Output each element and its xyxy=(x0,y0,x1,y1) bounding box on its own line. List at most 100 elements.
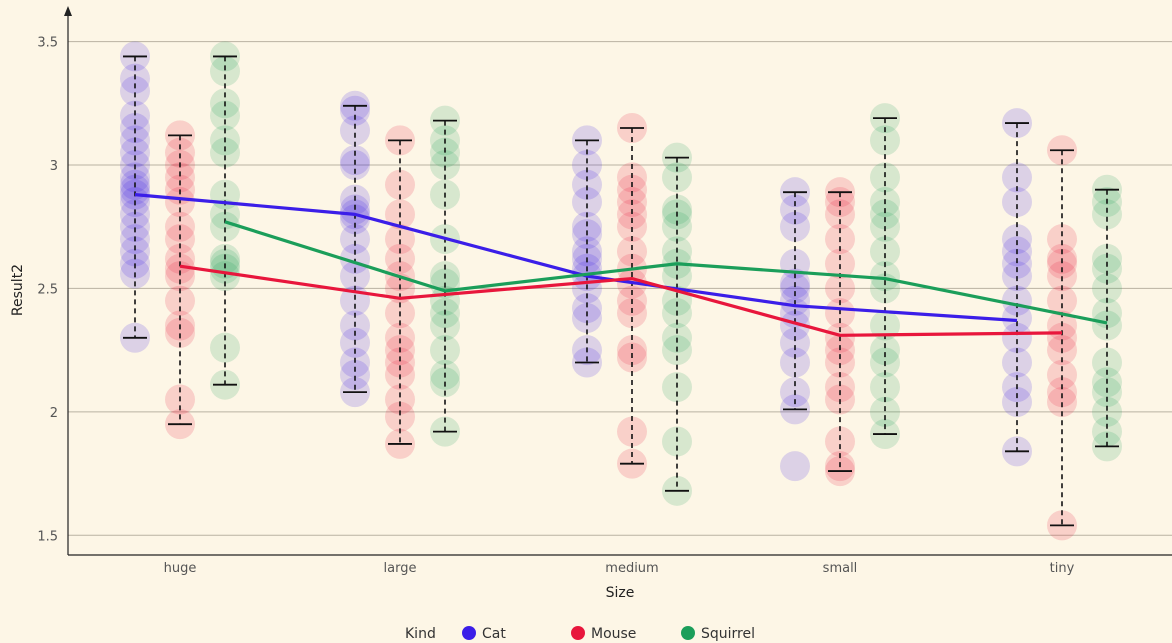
data-point-cat xyxy=(780,194,810,225)
data-point-cat xyxy=(572,293,602,324)
data-point-mouse xyxy=(617,335,647,366)
data-point-cat xyxy=(1002,322,1032,353)
x-tick-label: tiny xyxy=(1050,561,1075,576)
data-point-mouse xyxy=(617,298,647,329)
legend-marker-mouse xyxy=(571,626,585,640)
data-point-squirrel xyxy=(1092,243,1122,274)
data-point-mouse xyxy=(825,347,855,378)
data-point-squirrel xyxy=(1092,396,1122,427)
data-point-squirrel xyxy=(430,137,460,168)
mean-lines xyxy=(134,193,1108,337)
mean-line-squirrel xyxy=(224,220,1108,325)
data-point-mouse xyxy=(825,273,855,304)
y-axis-arrow-icon xyxy=(64,6,72,16)
data-point-cat xyxy=(1002,248,1032,279)
data-point-cat xyxy=(1002,386,1032,417)
data-point-squirrel xyxy=(1092,253,1122,284)
data-point-squirrel xyxy=(1092,273,1122,304)
data-point-squirrel xyxy=(210,211,240,242)
data-point-cat xyxy=(120,137,150,168)
data-point-mouse xyxy=(1047,377,1077,408)
data-point-mouse xyxy=(617,174,647,205)
data-point-squirrel xyxy=(210,137,240,168)
data-point-cat xyxy=(340,224,370,255)
data-point-cat xyxy=(120,113,150,144)
data-point-cat xyxy=(780,310,810,341)
data-point-cat xyxy=(340,204,370,235)
data-point-mouse xyxy=(165,162,195,193)
data-point-mouse xyxy=(617,211,647,242)
data-point-mouse xyxy=(385,169,415,200)
data-point-cat xyxy=(340,150,370,181)
data-point-squirrel xyxy=(662,211,692,242)
y-tick-label: 3.5 xyxy=(37,36,58,51)
data-point-cat xyxy=(120,211,150,242)
data-point-squirrel xyxy=(430,150,460,181)
data-point-mouse xyxy=(1047,248,1077,279)
axes xyxy=(64,6,1172,556)
data-point-mouse xyxy=(385,224,415,255)
data-point-squirrel xyxy=(662,194,692,225)
data-point-squirrel xyxy=(870,236,900,267)
data-point-mouse xyxy=(165,317,195,348)
y-tick-label: 2.5 xyxy=(37,282,58,297)
data-point-cat xyxy=(572,303,602,334)
data-point-cat xyxy=(780,347,810,378)
data-point-cat xyxy=(780,451,810,482)
data-point-mouse xyxy=(825,372,855,403)
legend-label-cat: Cat xyxy=(482,626,506,642)
data-point-mouse xyxy=(1047,261,1077,292)
y-tick-label: 2 xyxy=(50,406,58,421)
x-tick-label: huge xyxy=(164,561,197,576)
data-point-mouse xyxy=(1047,285,1077,316)
data-point-squirrel xyxy=(870,199,900,230)
x-tick-labels: huge large medium small tiny xyxy=(164,561,1075,576)
data-point-mouse xyxy=(1047,386,1077,417)
data-point-mouse xyxy=(385,401,415,432)
mean-line-cat xyxy=(134,193,1018,323)
y-tick-label: 3 xyxy=(50,159,58,174)
data-point-cat xyxy=(340,261,370,292)
data-point-squirrel xyxy=(430,310,460,341)
data-point-cat xyxy=(120,100,150,131)
data-point-cat xyxy=(1002,187,1032,218)
data-point-cat xyxy=(340,115,370,146)
legend-title: Kind xyxy=(405,626,436,642)
y-axis-title: Result2 xyxy=(10,264,26,316)
data-point-squirrel xyxy=(1092,416,1122,447)
data-point-cat xyxy=(780,327,810,358)
data-point-cat xyxy=(572,150,602,181)
legend-marker-squirrel xyxy=(681,626,695,640)
data-point-squirrel xyxy=(210,253,240,284)
data-point-cat xyxy=(120,75,150,106)
data-point-cat xyxy=(1002,224,1032,255)
data-point-mouse xyxy=(1047,322,1077,353)
x-tick-label: small xyxy=(823,561,858,576)
error-bars xyxy=(123,55,1119,527)
data-point-mouse xyxy=(825,248,855,279)
data-point-mouse xyxy=(1047,224,1077,255)
data-point-squirrel xyxy=(870,335,900,366)
data-point-squirrel xyxy=(1092,199,1122,230)
y-tick-labels: 1.5 2 2.5 3 3.5 xyxy=(37,36,58,545)
data-point-mouse xyxy=(617,236,647,267)
data-point-cat xyxy=(340,359,370,390)
data-point-cat xyxy=(572,187,602,218)
data-point-mouse xyxy=(617,199,647,230)
x-tick-label: medium xyxy=(605,561,658,576)
data-point-mouse xyxy=(165,137,195,168)
data-point-mouse xyxy=(385,322,415,353)
data-point-mouse xyxy=(617,416,647,447)
legend: Kind Cat Mouse Squirrel xyxy=(405,626,755,642)
data-point-cat xyxy=(572,169,602,200)
data-point-squirrel xyxy=(210,100,240,131)
data-point-mouse xyxy=(385,347,415,378)
data-point-mouse xyxy=(825,426,855,457)
legend-marker-cat xyxy=(462,626,476,640)
mean-line-mouse xyxy=(179,264,1063,337)
y-tick-label: 1.5 xyxy=(37,529,58,544)
data-point-cat xyxy=(572,211,602,242)
data-point-squirrel xyxy=(870,162,900,193)
